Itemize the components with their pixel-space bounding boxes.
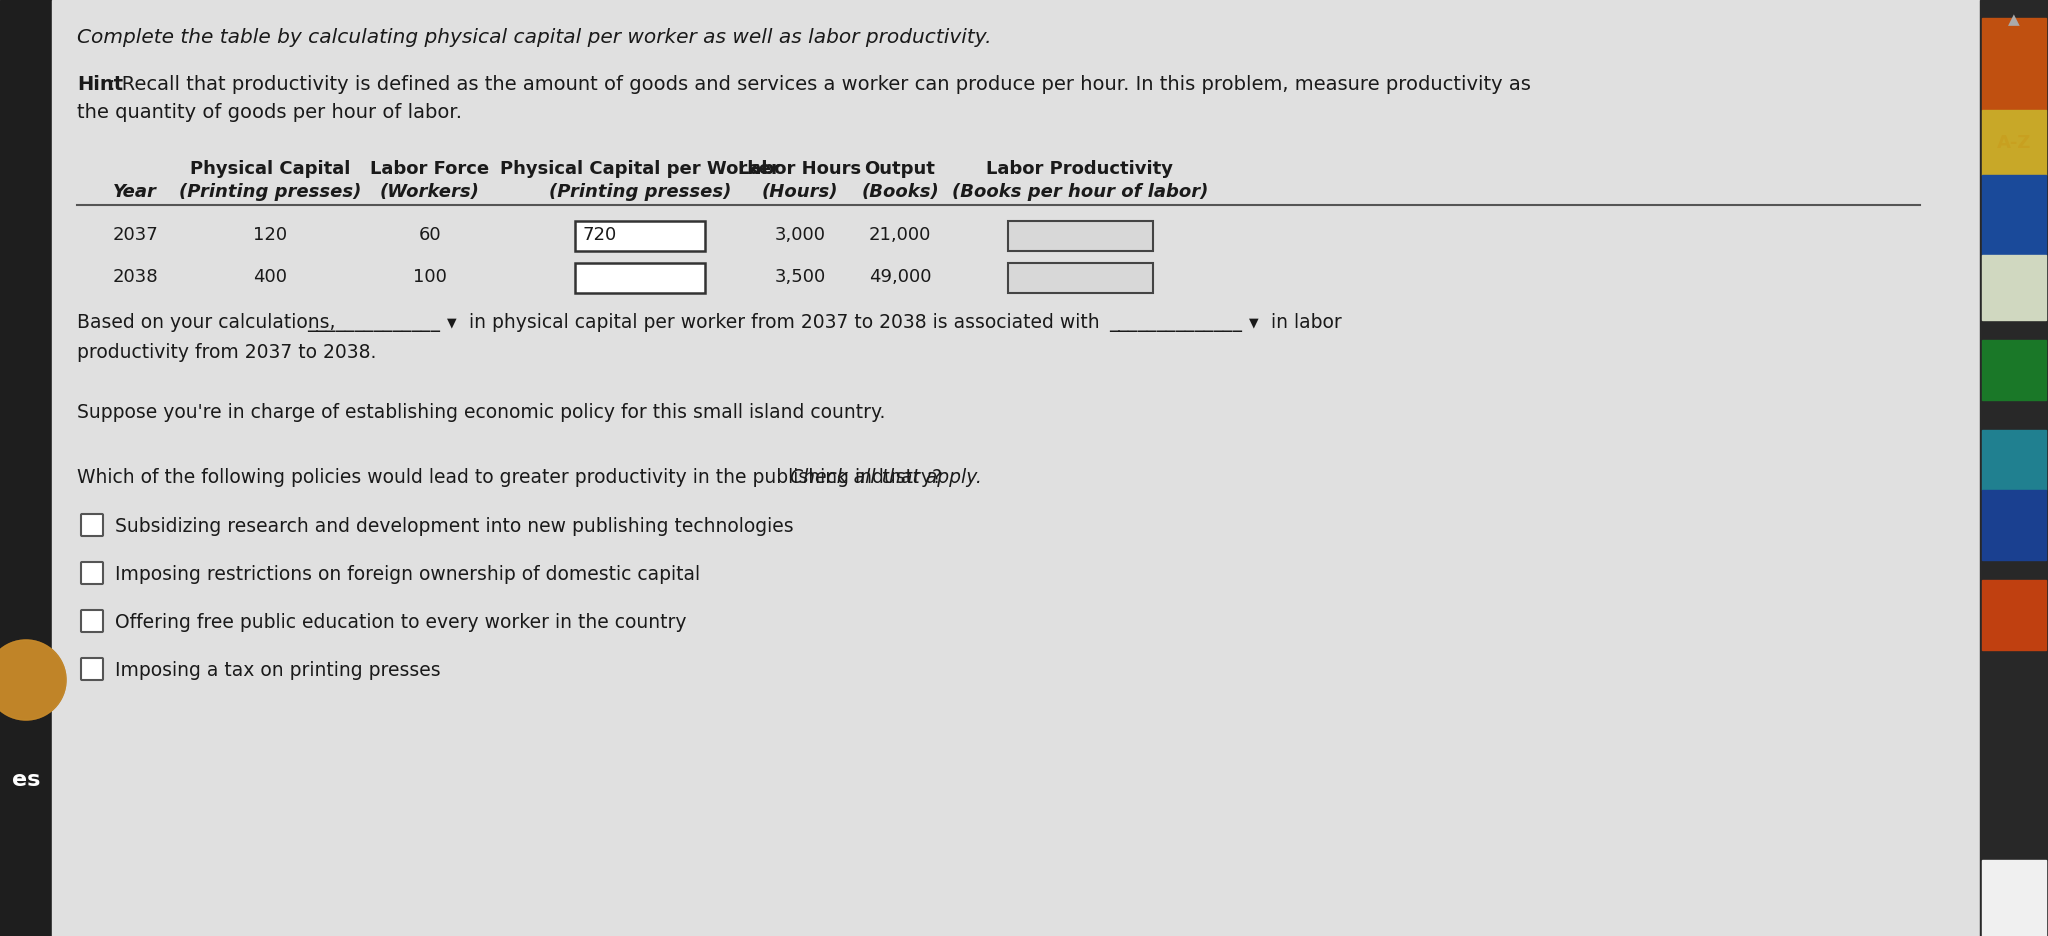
Text: : Recall that productivity is defined as the amount of goods and services a work: : Recall that productivity is defined as… [109,75,1530,94]
Bar [1982,255,2046,320]
Text: 120: 120 [254,226,287,244]
Text: Imposing restrictions on foreign ownership of domestic capital: Imposing restrictions on foreign ownersh… [115,564,700,583]
Text: Subsidizing research and development into new publishing technologies: Subsidizing research and development int… [115,517,795,535]
Text: (Printing presses): (Printing presses) [549,183,731,201]
Bar [1008,263,1153,293]
Text: Output: Output [864,160,936,178]
Bar [1980,0,2048,936]
FancyBboxPatch shape [82,562,102,584]
Text: (Printing presses): (Printing presses) [178,183,360,201]
Text: 60: 60 [418,226,440,244]
FancyBboxPatch shape [82,610,102,632]
Bar [575,221,705,251]
Bar [575,263,705,293]
FancyBboxPatch shape [82,658,102,680]
Text: Labor Productivity: Labor Productivity [987,160,1174,178]
Text: 400: 400 [254,268,287,286]
Text: Which of the following policies would lead to greater productivity in the publis: Which of the following policies would le… [78,468,948,487]
Bar [1008,221,1153,251]
Bar [0,0,51,936]
Text: the quantity of goods per hour of labor.: the quantity of goods per hour of labor. [78,103,463,122]
Text: (Hours): (Hours) [762,183,838,201]
Text: es: es [12,770,41,790]
Text: Year: Year [113,183,158,201]
Text: ▲: ▲ [2009,12,2019,27]
Text: ▼: ▼ [1249,316,1260,329]
Bar [1982,18,2046,110]
Text: Complete the table by calculating physical capital per worker as well as labor p: Complete the table by calculating physic… [78,28,991,47]
Text: Check all that apply.: Check all that apply. [788,468,981,487]
Text: Physical Capital: Physical Capital [190,160,350,178]
Bar [1982,110,2046,175]
Text: (Workers): (Workers) [381,183,479,201]
Bar [1982,340,2046,400]
Ellipse shape [0,640,66,720]
Text: 720: 720 [584,226,616,244]
Text: in physical capital per worker from 2037 to 2038 is associated with: in physical capital per worker from 2037… [469,313,1100,332]
Text: Labor Force: Labor Force [371,160,489,178]
Text: 3,000: 3,000 [774,226,825,244]
Text: ▼: ▼ [446,316,457,329]
Bar [1982,580,2046,650]
Text: productivity from 2037 to 2038.: productivity from 2037 to 2038. [78,343,377,362]
Text: 2038: 2038 [113,268,158,286]
Ellipse shape [0,640,66,720]
Text: in labor: in labor [1272,313,1341,332]
Text: (Books): (Books) [860,183,938,201]
Text: (Books per hour of labor): (Books per hour of labor) [952,183,1208,201]
Text: Suppose you're in charge of establishing economic policy for this small island c: Suppose you're in charge of establishing… [78,403,885,422]
Text: ______________: ______________ [1110,313,1241,332]
Text: 2037: 2037 [113,226,158,244]
Bar [1982,430,2046,490]
Text: Offering free public education to every worker in the country: Offering free public education to every … [115,612,686,632]
Text: A-Z: A-Z [1997,134,2032,152]
FancyBboxPatch shape [82,514,102,536]
Text: 21,000: 21,000 [868,226,932,244]
Bar [1982,860,2046,936]
Bar [1982,490,2046,560]
Bar [1982,175,2046,255]
Text: Physical Capital per Worker: Physical Capital per Worker [500,160,780,178]
Text: Based on your calculations,: Based on your calculations, [78,313,336,332]
Text: Hint: Hint [78,75,123,94]
Text: 3,500: 3,500 [774,268,825,286]
Text: 100: 100 [414,268,446,286]
Text: 49,000: 49,000 [868,268,932,286]
Text: Labor Hours: Labor Hours [739,160,862,178]
Text: Imposing a tax on printing presses: Imposing a tax on printing presses [115,661,440,680]
Text: ______________: ______________ [307,313,440,332]
